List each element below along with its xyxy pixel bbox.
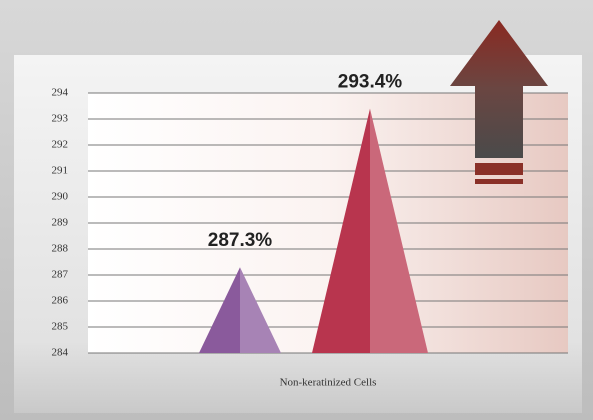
value-label: 287.3% [208, 230, 273, 251]
value-label: 293.4% [338, 72, 403, 93]
y-tick-label: 286 [52, 295, 69, 307]
y-tick-label: 292 [52, 139, 69, 151]
y-tick-label: 285 [52, 321, 69, 333]
y-tick-label: 284 [52, 347, 69, 359]
y-tick-label: 288 [52, 243, 69, 255]
arrow-bar [475, 179, 523, 184]
pyramid [312, 108, 428, 353]
y-tick-label: 294 [52, 87, 69, 99]
arrow-icon [450, 20, 548, 158]
y-tick-label: 287 [52, 269, 69, 281]
y-tick-label: 291 [52, 165, 69, 177]
category-label: Non-keratinized Cells [280, 377, 377, 389]
y-tick-label: 289 [52, 217, 69, 229]
y-tick-label: 293 [52, 113, 69, 125]
arrow-bar [475, 163, 523, 175]
y-tick-label: 290 [52, 191, 69, 203]
pyramid [199, 267, 281, 353]
